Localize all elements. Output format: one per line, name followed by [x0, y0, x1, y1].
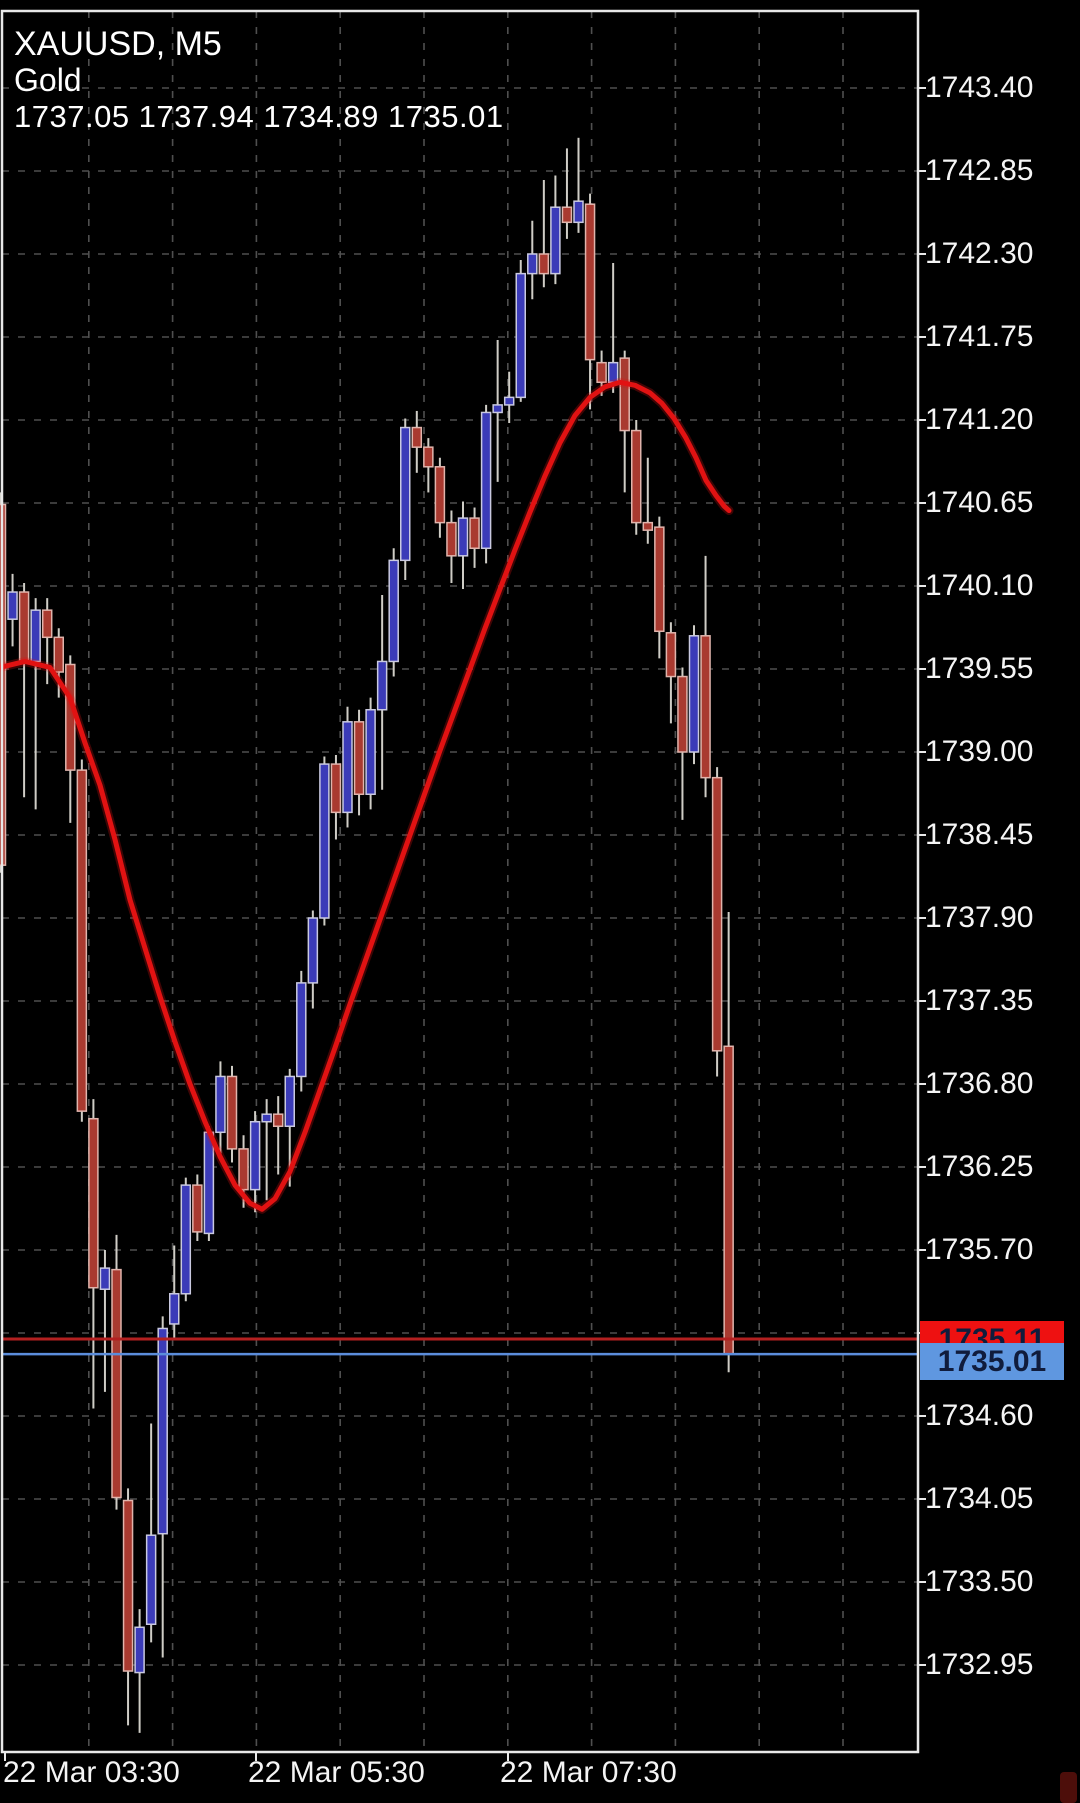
symbol-title: XAUUSD, M5 [14, 25, 222, 63]
time-axis-label: 22 Mar 07:30 [500, 1756, 677, 1789]
price-axis-label: 1740.10 [925, 569, 1034, 602]
price-axis-label: 1732.95 [925, 1648, 1034, 1681]
candlesticks [0, 137, 734, 1733]
price-axis-label: 1734.60 [925, 1399, 1034, 1432]
price-axis-label: 1737.90 [925, 901, 1034, 934]
price-axis-label: 1736.80 [925, 1067, 1034, 1100]
chart-border [0, 9, 920, 1754]
time-axis-label: 22 Mar 05:30 [248, 1756, 425, 1789]
price-axis-label: 1742.85 [925, 154, 1034, 187]
axis-ticks [4, 87, 926, 1761]
price-axis-label: 1739.55 [925, 652, 1034, 685]
corner-logo-fragment [1060, 1772, 1077, 1803]
price-axis-label: 1733.50 [925, 1565, 1034, 1598]
ma-line [0, 377, 734, 1214]
bid-price-badge: 1735.01 [920, 1343, 1064, 1380]
price-axis-label: 1741.20 [925, 403, 1034, 436]
price-axis-label: 1743.40 [925, 71, 1034, 104]
ohlc-readout: 1737.05 1737.94 1734.89 1735.01 [14, 99, 504, 134]
price-axis-label: 1738.45 [925, 818, 1034, 851]
price-axis-label: 1740.65 [925, 486, 1034, 519]
price-axis-label: 1734.05 [925, 1482, 1034, 1515]
price-axis-label: 1742.30 [925, 237, 1034, 270]
price-axis-label: 1737.35 [925, 984, 1034, 1017]
instrument-name: Gold [14, 62, 82, 98]
time-axis-label: 22 Mar 03:30 [3, 1756, 180, 1789]
price-axis-label: 1739.00 [925, 735, 1034, 768]
price-axis-label: 1741.75 [925, 320, 1034, 353]
price-axis-label: 1736.25 [925, 1150, 1034, 1183]
price-axis-label: 1735.70 [925, 1233, 1034, 1266]
